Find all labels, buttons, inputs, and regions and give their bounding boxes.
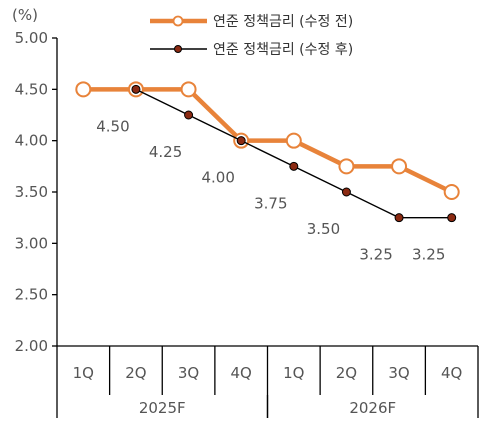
series-before-marker <box>180 81 197 98</box>
series-layer <box>75 81 460 223</box>
x-tick-label: 4Q <box>231 364 252 382</box>
data-label: 3.25 <box>359 246 392 264</box>
data-label: 4.00 <box>201 169 234 187</box>
x-axis: 1Q 2Q 3Q 4Q 1Q 2Q 3Q 4Q 2025F 2026F <box>56 345 479 418</box>
legend-label-before: 연준 정책금리 (수정 전) <box>213 14 353 30</box>
x-tick-label: 3Q <box>388 364 409 382</box>
series-after-marker <box>289 161 299 171</box>
series-after-marker <box>341 187 351 197</box>
legend-marker-after <box>174 45 182 53</box>
data-label: 4.50 <box>96 117 129 135</box>
y-tick-label: 3.50 <box>15 183 48 201</box>
y-tick-label: 4.00 <box>15 132 48 150</box>
y-axis: 2.00 2.50 3.00 3.50 4.00 4.50 5.00 <box>15 29 58 355</box>
x-tick-label: 1Q <box>283 364 304 382</box>
series-after-marker <box>236 136 246 146</box>
y-tick-label: 4.50 <box>15 80 48 98</box>
series-before-marker <box>75 81 92 98</box>
y-tick-label: 3.00 <box>15 234 48 252</box>
y-tick-label: 2.00 <box>15 337 48 355</box>
x-tick-label: 4Q <box>441 364 462 382</box>
data-label: 3.75 <box>254 194 287 212</box>
data-label: 4.25 <box>149 143 182 161</box>
y-tick-label: 2.50 <box>15 286 48 304</box>
series-after-marker <box>184 110 194 120</box>
y-axis-unit-label: (%) <box>12 6 38 24</box>
series-after-line <box>135 88 452 219</box>
x-tick-label: 2Q <box>336 364 357 382</box>
series-after-marker <box>394 213 404 223</box>
data-label: 3.25 <box>412 246 445 264</box>
series-after-marker <box>447 213 457 223</box>
series-before-marker <box>338 158 355 175</box>
series-before-line <box>83 87 453 195</box>
data-label: 3.50 <box>307 220 340 238</box>
series-before-marker <box>443 184 460 200</box>
data-labels: 4.50 4.25 4.00 3.75 3.50 3.25 3.25 <box>96 117 445 263</box>
x-group-label: 2025F <box>139 399 186 417</box>
legend-marker-before <box>172 15 184 27</box>
x-tick-label: 2Q <box>125 364 146 382</box>
x-tick-label: 1Q <box>73 364 94 382</box>
x-group-label: 2026F <box>349 399 396 417</box>
legend: 연준 정책금리 (수정 전) 연준 정책금리 (수정 후) <box>150 14 353 58</box>
series-after-marker <box>131 84 141 94</box>
x-tick-label: 3Q <box>178 364 199 382</box>
series-before-marker <box>285 132 302 149</box>
y-tick-label: 5.00 <box>15 29 48 47</box>
legend-label-after: 연준 정책금리 (수정 후) <box>213 42 353 58</box>
series-before-marker <box>391 158 408 175</box>
